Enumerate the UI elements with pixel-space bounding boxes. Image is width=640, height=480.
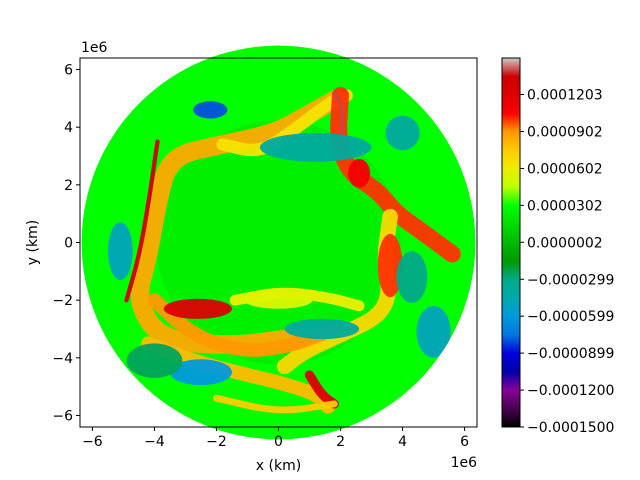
x-tick-label: −2: [206, 434, 227, 450]
vorticity-filament-1: [124, 139, 160, 303]
x-tick-label: 0: [274, 434, 283, 450]
y-axis-ticks: −6 −4 −2 0 2 4 6: [52, 63, 80, 424]
vorticity-blob-13: [244, 291, 313, 309]
vorticity-blob-11: [377, 233, 403, 298]
colorbar-tick-label: −0.0000899: [527, 346, 614, 362]
vorticity-blob-17: [107, 222, 133, 280]
colorbar-tick-label: 0.0000002: [527, 235, 603, 251]
vorticity-blob-20: [284, 318, 360, 340]
x-tick-label: −4: [144, 434, 165, 450]
colorbar-tick-label: 0.0000902: [527, 125, 603, 141]
vorticity-filament-10: [213, 394, 338, 414]
y-tick-label: −2: [52, 293, 73, 309]
vorticity-blob-14: [163, 298, 232, 319]
x-tick-label: 4: [398, 434, 407, 450]
vorticity-blob-22: [259, 132, 372, 162]
colorbar-tick-label: −0.0001200: [527, 383, 614, 399]
vorticity-blob-23: [126, 343, 183, 378]
colorbar-tick-label: −0.0000299: [527, 272, 614, 288]
x-tick-label: 2: [336, 434, 345, 450]
y-tick-label: 4: [64, 120, 73, 136]
colorbar-tick-label: 0.0001203: [527, 88, 603, 104]
vorticity-filament-6: [147, 293, 342, 357]
field-disk: [81, 45, 476, 440]
y-tick-label: 0: [64, 236, 73, 252]
plot-area: −6 −4 −2 0 2 4 6 −6 −4 −2 0 2 4 6 1e6 1e6 x (km) y (…: [25, 40, 478, 474]
y-tick-label: 6: [64, 63, 73, 79]
colorbar-tick-label: −0.0001500: [527, 420, 614, 436]
colorbar-tick-label: 0.0000602: [527, 161, 603, 177]
vorticity-blob-15: [193, 101, 228, 119]
vorticity-filament-4: [332, 90, 345, 141]
y-offset-label: 1e6: [81, 40, 108, 56]
y-axis-label: y (km): [25, 220, 41, 265]
vorticity-blob-18: [416, 305, 451, 358]
colorbar-ticks: 0.0001203 0.0000902 0.0000602 0.0000302 0.00…: [520, 88, 614, 436]
colorbar-tick-label: 0.0000302: [527, 198, 603, 214]
vorticity-filament-2: [216, 89, 353, 157]
y-tick-label: 2: [64, 178, 73, 194]
x-axis-label: x (km): [256, 458, 301, 474]
vorticity-filament-9: [304, 370, 339, 409]
vorticity-blob-12: [348, 158, 371, 188]
vorticity-blob-21: [169, 359, 232, 386]
colorbar-gradient: [502, 58, 520, 427]
x-axis-ticks: −6 −4 −2 0 2 4 6: [82, 427, 469, 450]
y-tick-label: −4: [52, 351, 73, 367]
x-offset-label: 1e6: [451, 455, 478, 471]
vorticity-blob-19: [396, 251, 428, 303]
x-tick-label: −6: [82, 434, 103, 450]
vorticity-blob-16: [385, 115, 420, 151]
x-tick-label: 6: [460, 434, 469, 450]
colorbar: 0.0001203 0.0000902 0.0000602 0.0000302 0.00…: [501, 57, 614, 436]
colorbar-tick-label: −0.0000599: [527, 309, 614, 325]
y-tick-label: −6: [52, 408, 73, 424]
